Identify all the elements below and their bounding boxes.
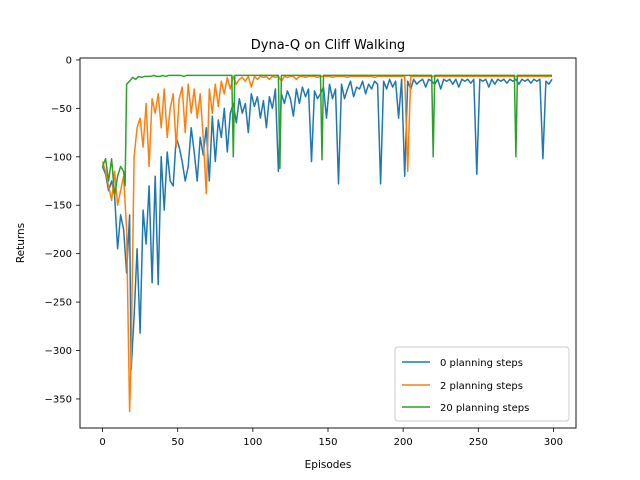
y-tick-label: −300	[45, 346, 72, 357]
y-tick-label: −350	[45, 394, 72, 405]
y-tick-label: −150	[45, 201, 72, 212]
y-axis-ticks: 0 −50 −100 −150 −200 −250 −300 −350	[45, 55, 80, 405]
y-tick-label: −100	[45, 152, 72, 163]
legend-box	[394, 346, 570, 422]
y-tick-label: −250	[45, 298, 72, 309]
legend-label-2: 20 planning steps	[440, 403, 529, 414]
series-lines	[101, 74, 553, 413]
y-axis-label: Returns	[15, 223, 27, 263]
legend-label-1: 2 planning steps	[440, 381, 523, 392]
x-tick-label: 250	[469, 437, 488, 448]
x-tick-label: 150	[318, 437, 337, 448]
y-tick-label: 0	[66, 55, 72, 66]
chart-title: Dyna-Q on Cliff Walking	[251, 38, 405, 53]
x-tick-label: 100	[243, 437, 262, 448]
legend: 0 planning steps 2 planning steps 20 pla…	[394, 346, 570, 422]
series-line-1	[101, 75, 552, 413]
y-tick-label: −50	[51, 104, 72, 115]
x-tick-label: 50	[171, 437, 184, 448]
x-axis-ticks: 0 50 100 150 200 250 300	[99, 428, 563, 448]
legend-label-0: 0 planning steps	[440, 358, 523, 369]
x-tick-label: 0	[99, 437, 105, 448]
y-tick-label: −200	[45, 249, 72, 260]
series-line-2	[101, 74, 552, 197]
x-tick-label: 300	[544, 437, 563, 448]
x-tick-label: 200	[394, 437, 413, 448]
x-axis-label: Episodes	[305, 459, 352, 471]
